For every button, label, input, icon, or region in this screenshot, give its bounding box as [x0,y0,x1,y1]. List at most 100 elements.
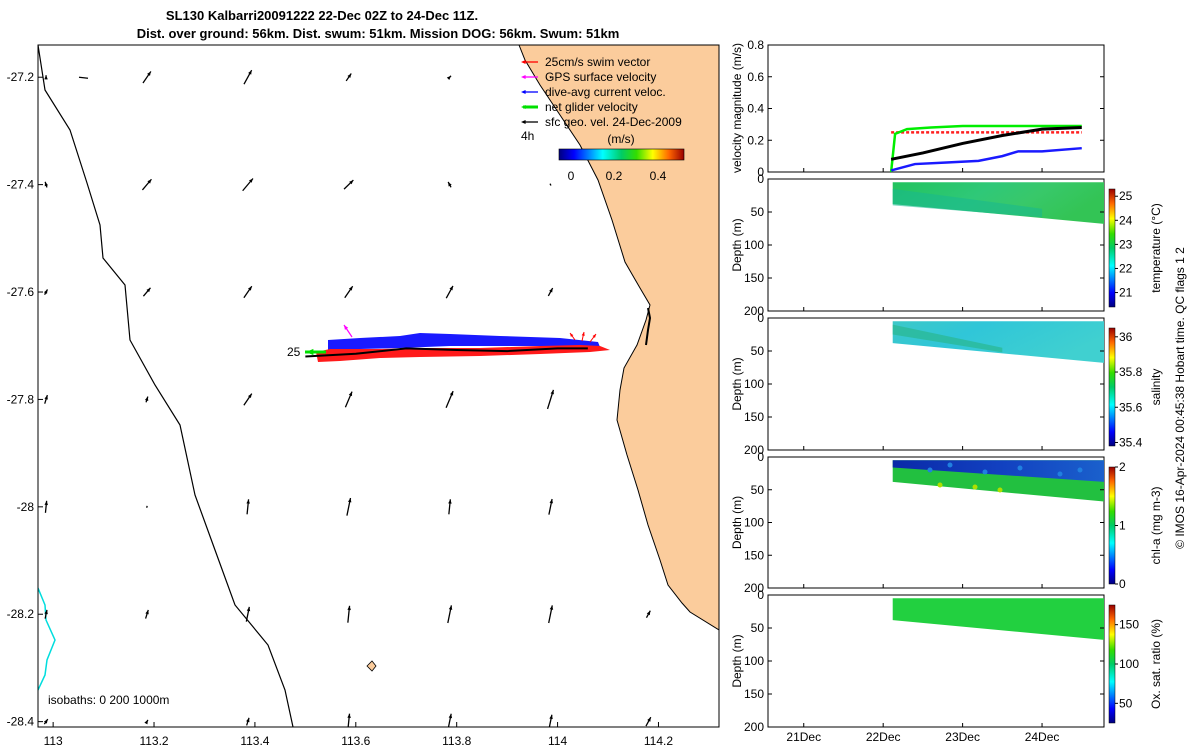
geo-arrow-head [446,75,452,80]
velocity-panel: 0 0.2 0.4 0.6 0.8 velocity magnitude (m/s) [730,38,1105,179]
depth-tick-label: 0 [757,172,764,186]
map-xtick-label: 114 [548,734,567,748]
time-tick-label: 23Dec [945,730,980,744]
swim-arrow-head [581,332,585,336]
speed-colorbar [558,148,685,161]
colorbar-tick-label: 24 [1119,213,1133,227]
geo-arrow-head [348,286,353,291]
time-tick-label: 21Dec [786,730,821,744]
colorbar-tick-label: 23 [1119,237,1133,251]
map-ytick-label: -28.4 [7,715,35,729]
legend-line-gps-head [521,75,526,79]
depth-tick-label: 200 [744,304,764,318]
geo-arrow-head [448,181,452,187]
depth-tick-label: 200 [744,581,764,595]
map-panel: 113 113.2 113.4 113.6 113.8 114 114.2 -27.2 -27.… [7,44,720,748]
legend-line-net-head [521,105,526,109]
depth-tick-label: 100 [744,654,764,668]
colorbar-label: salinity [1149,369,1163,406]
colorbar-tick-label: 50 [1119,696,1133,710]
depth-tick-label: 150 [744,410,764,424]
legend-label-swim: 25cm/s swim vector [545,55,650,69]
river-inlet [645,307,652,346]
geo-arrow-head [248,70,252,75]
geo-arrow-head [247,393,252,399]
geo-arrow-head [448,605,453,610]
speed-colorbar-tick-1: 0.2 [606,169,623,183]
legend-label-net: net glider velocity [545,100,638,114]
map-xtick-label: 113.4 [240,734,269,748]
depth-ylabel: Depth (m) [730,218,744,271]
map-ytick-label: -27.4 [7,178,35,192]
legend-line-geo-head [521,120,526,124]
colorbar-tick-label: 22 [1119,261,1133,275]
map-ytick-label: -27.8 [7,392,35,406]
colorbar-tick-label: 100 [1119,657,1139,671]
section-panel-2: 0 50 100 150 200 Depth (m) 0 1 2 chl-a (mg m-3) [730,450,1163,595]
chl-sample [1077,467,1083,473]
net-velocity-arrow-head [306,348,314,356]
velocity-axes [767,44,1105,173]
legend-label-current: dive-avg current veloc. [545,85,666,99]
map-ytick-label: -28 [17,500,35,514]
legend-label-gps: GPS surface velocity [545,70,656,84]
geo-arrow-head [347,73,352,78]
isobath-1000m [38,587,56,691]
map-xtick-label: 113.2 [139,734,168,748]
title-line-2: Dist. over ground: 56km. Dist. swum: 51k… [137,26,620,41]
speed-colorbar-tick-0: 0 [568,169,575,183]
geo-arrow-head [448,713,453,719]
track-line [305,347,588,358]
geo-arrow-head [247,286,252,291]
section-data [892,598,1104,640]
geo-arrow-head [147,71,151,76]
geo-arrow [549,76,552,79]
depth-tick-label: 50 [751,344,765,358]
geo-arrow-head [146,287,151,293]
section-panel-0: 0 50 100 150 200 Depth (m) 21 22 23 24 25 temperatu… [730,172,1163,318]
geo-arrow [549,183,552,186]
swim-arrow-head [570,333,574,337]
depth-tick-label: 100 [744,377,764,391]
speed-colorbar-tick-2: 0.4 [650,169,667,183]
speed-label: 25 [287,345,301,359]
colorbar-title: (m/s) [607,132,634,146]
legend-line-swim-head [521,60,526,64]
colorbar-label: temperature (°C) [1149,203,1163,293]
geo-arrow-head [43,719,48,724]
map-xtick-label: 113.8 [442,734,471,748]
geo-arrow-head [246,717,250,723]
geo-arrow-head [647,717,651,722]
colorbar-tick-label: 35.4 [1119,435,1143,449]
geo-arrow-head [44,609,48,615]
salinity-layer [892,324,1003,353]
section-panel-3: 0 50 100 150 200 Depth (m) 50 100 150 Ox. sat. ra… [730,588,1163,734]
geo-arrow-head [44,395,48,400]
depth-tick-label: 100 [744,516,764,530]
chl-sample [1017,465,1023,471]
map-ytick-label: -27.2 [7,70,35,84]
swim-arrow-head [592,334,596,338]
velocity-ytick-label: 0.2 [747,133,764,147]
geo-arrow-head [44,500,48,506]
gps-arrow-head [344,325,349,330]
depth-tick-label: 0 [757,588,764,602]
velocity-ylabel: velocity magnitude (m/s) [730,43,744,173]
map-ytick-label: -28.2 [7,607,35,621]
velocity-ytick-label: 0.4 [747,102,764,116]
velocity-series [889,124,1082,173]
geo-arrow-head [349,180,354,185]
section-colorbar [1108,327,1116,447]
depth-tick-label: 0 [757,450,764,464]
depth-tick-label: 0 [757,311,764,325]
velocity-ytick-label: 0.8 [747,38,764,52]
chl-sample [927,467,933,473]
geo-arrow [78,76,89,79]
map-xtick-label: 113 [44,734,63,748]
depth-tick-label: 150 [744,271,764,285]
geo-arrow-head [144,396,149,402]
map-xtick-label: 114.2 [644,734,673,748]
depth-ylabel: Depth (m) [730,496,744,549]
